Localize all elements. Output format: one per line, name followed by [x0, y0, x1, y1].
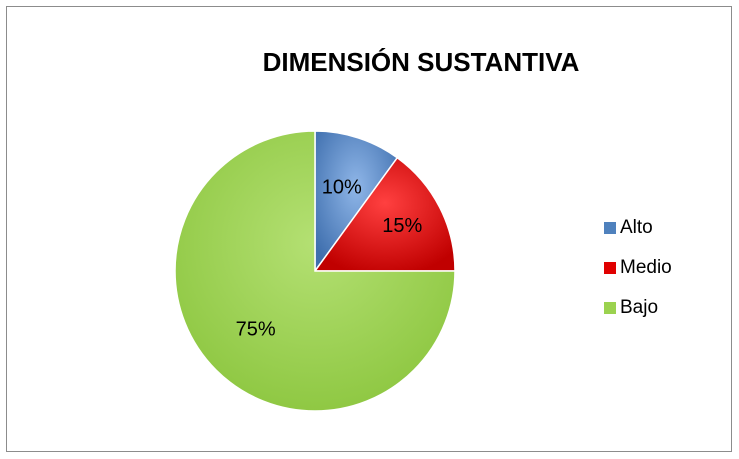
legend-swatch-alto [604, 222, 616, 234]
data-label-medio: 15% [382, 215, 422, 237]
legend-label-bajo: Bajo [620, 297, 659, 318]
legend-item-medio: Medio [604, 248, 672, 288]
legend: Alto Medio Bajo [604, 208, 672, 328]
pie-slice-alto [314, 130, 399, 274]
pie-slice-medio [313, 156, 456, 272]
pie-slice-bajo [174, 130, 456, 412]
legend-label-alto: Alto [620, 217, 653, 238]
data-label-bajo: 75% [236, 319, 276, 341]
legend-swatch-medio [604, 262, 616, 274]
legend-swatch-bajo [604, 302, 616, 314]
legend-label-medio: Medio [620, 257, 672, 278]
legend-item-bajo: Bajo [604, 288, 672, 328]
legend-item-alto: Alto [604, 208, 672, 248]
chart-title: DIMENSIÓN SUSTANTIVA [262, 47, 580, 77]
data-label-alto: 10% [322, 177, 362, 199]
